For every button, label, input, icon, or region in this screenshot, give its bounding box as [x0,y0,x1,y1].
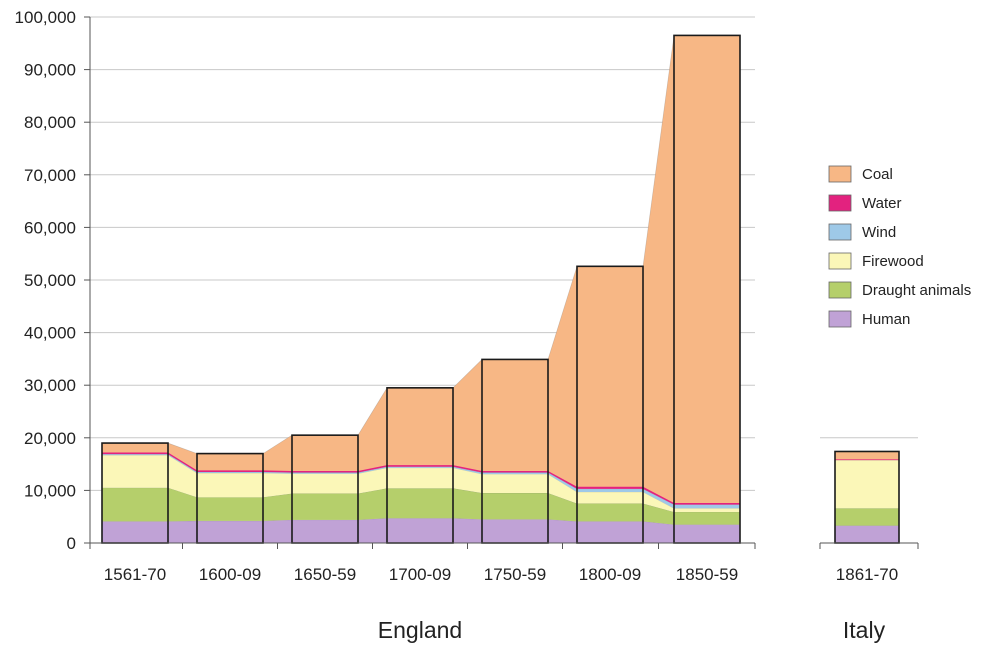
y-tick-label: 90,000 [24,61,76,80]
stacked-areas [102,35,899,543]
legend-swatch-human [828,310,852,328]
x-tick-label: 1750-59 [484,565,546,584]
legend-label-firewood: Firewood [862,253,924,270]
group-label-italy: Italy [843,617,886,643]
y-tick-label: 100,000 [15,8,76,27]
legend-label-wind: Wind [862,224,896,241]
y-tick-label: 0 [67,534,76,553]
y-tick-label: 70,000 [24,166,76,185]
y-tick-label: 80,000 [24,113,76,132]
y-tick-label: 50,000 [24,271,76,290]
x-tick-label: 1600-09 [199,565,261,584]
gridlines [90,16,918,491]
legend-label-water: Water [862,195,901,212]
x-tick-label: 1861-70 [836,565,898,584]
x-tick-label: 1561-70 [104,565,166,584]
area-coal-england [102,35,740,504]
axis-labels: 0 10,000 20,000 30,000 40,000 50,000 60,000 70,… [15,8,899,643]
area-firewood-italy [835,459,899,509]
legend-swatch-coal [828,165,852,183]
y-tick-label: 60,000 [24,218,76,237]
y-tick-label: 40,000 [24,324,76,343]
area-firewood-england [102,455,740,512]
y-tick-label: 30,000 [24,376,76,395]
area-coal-italy [835,451,899,460]
group-label-england: England [378,617,462,643]
area-human-england [102,518,740,543]
legend-label-human: Human [862,311,910,328]
area-draught-animals-england [102,487,740,525]
legend-swatch-water [828,194,852,212]
legend-label-draught-animals: Draught animals [862,282,971,299]
axes [84,16,919,549]
x-tick-label: 1800-09 [579,565,641,584]
legend-label-coal: Coal [862,166,893,183]
area-human-italy [835,525,899,543]
legend-swatch-draught-animals [828,281,852,299]
y-tick-label: 20,000 [24,429,76,448]
x-tick-label: 1650-59 [294,565,356,584]
area-draught-animals-italy [835,508,899,526]
x-tick-label: 1700-09 [389,565,451,584]
y-tick-label: 10,000 [24,481,76,500]
legend-swatch-firewood [828,252,852,270]
legend: Coal Water Wind Firewood Draught animals Huma… [828,165,971,328]
x-tick-label: 1850-59 [676,565,738,584]
legend-swatch-wind [828,223,852,241]
